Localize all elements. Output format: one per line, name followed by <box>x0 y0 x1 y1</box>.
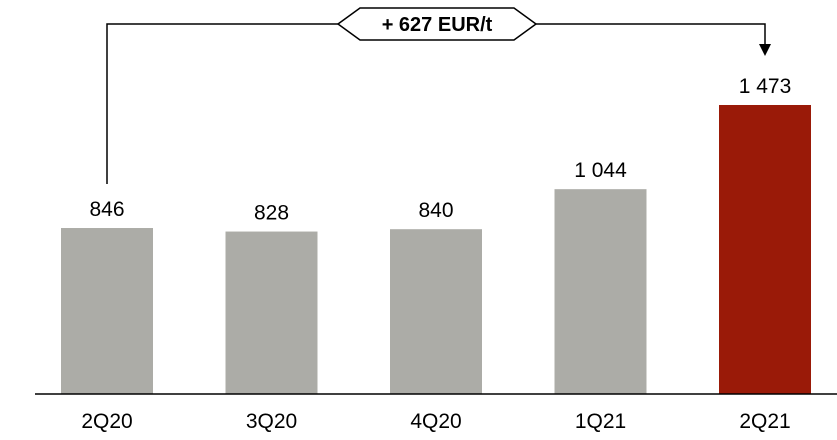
bar-1Q21 <box>554 189 647 394</box>
category-label-4Q20: 4Q20 <box>410 410 461 433</box>
annotation-text: + 627 EUR/t <box>382 14 493 36</box>
category-label-1Q21: 1Q21 <box>575 410 626 433</box>
bar-3Q20 <box>225 231 318 394</box>
change-annotation: + 627 EUR/t <box>106 7 771 185</box>
annotation-connector-line <box>106 23 766 185</box>
annotation-arrowhead <box>759 44 771 56</box>
bar-2Q21 <box>719 104 811 394</box>
value-label-3Q20: 828 <box>254 202 289 225</box>
value-label-1Q21: 1 044 <box>574 159 627 182</box>
value-label-2Q20: 846 <box>89 198 124 221</box>
value-label-4Q20: 840 <box>418 199 453 222</box>
bar-2Q20 <box>61 228 153 394</box>
bar-4Q20 <box>390 229 482 394</box>
category-label-2Q20: 2Q20 <box>81 410 132 433</box>
category-label-3Q20: 3Q20 <box>246 410 297 433</box>
bars-group <box>61 104 811 394</box>
category-labels-group: 2Q20 3Q20 4Q20 1Q21 2Q21 <box>81 410 790 433</box>
value-labels-group: 846 828 840 1 044 1 473 <box>89 75 791 225</box>
annotation-bubble <box>336 7 538 41</box>
category-label-2Q21: 2Q21 <box>739 410 790 433</box>
value-label-2Q21: 1 473 <box>739 75 792 98</box>
